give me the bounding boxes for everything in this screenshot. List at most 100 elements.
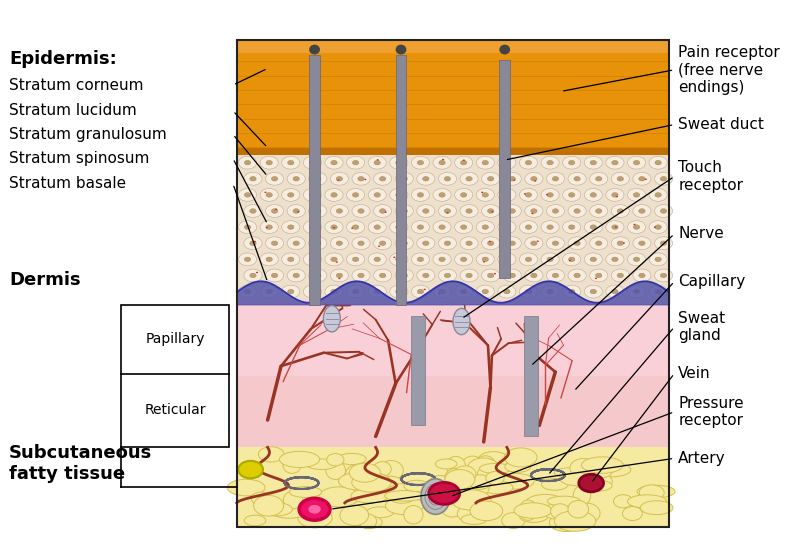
Text: Stratum corneum: Stratum corneum: [9, 78, 144, 92]
Circle shape: [649, 221, 667, 234]
Circle shape: [444, 241, 450, 245]
Circle shape: [504, 289, 510, 294]
Circle shape: [238, 461, 263, 478]
Ellipse shape: [340, 505, 369, 526]
Circle shape: [615, 227, 617, 228]
Circle shape: [590, 172, 608, 185]
Circle shape: [417, 269, 435, 282]
Circle shape: [503, 237, 522, 250]
Circle shape: [655, 257, 662, 262]
Circle shape: [627, 189, 646, 201]
Circle shape: [498, 156, 516, 169]
Circle shape: [446, 212, 449, 213]
Circle shape: [454, 285, 473, 298]
Ellipse shape: [227, 479, 265, 496]
Circle shape: [638, 241, 645, 245]
Circle shape: [244, 269, 262, 282]
Ellipse shape: [622, 507, 642, 520]
Circle shape: [483, 261, 485, 262]
Circle shape: [504, 257, 510, 262]
Circle shape: [260, 189, 278, 201]
Circle shape: [438, 293, 440, 294]
Ellipse shape: [505, 461, 530, 472]
Circle shape: [541, 285, 559, 298]
Circle shape: [266, 289, 272, 294]
Circle shape: [491, 211, 494, 212]
Circle shape: [353, 257, 358, 262]
Circle shape: [346, 189, 365, 201]
Circle shape: [494, 273, 496, 274]
Ellipse shape: [502, 513, 525, 529]
Circle shape: [649, 253, 667, 266]
Circle shape: [590, 289, 597, 294]
Circle shape: [318, 275, 321, 277]
Ellipse shape: [244, 515, 266, 526]
Circle shape: [546, 194, 548, 195]
Circle shape: [238, 189, 257, 201]
Ellipse shape: [581, 480, 612, 491]
Circle shape: [498, 253, 516, 266]
Circle shape: [476, 221, 494, 234]
Circle shape: [374, 192, 380, 197]
Circle shape: [439, 257, 446, 262]
Circle shape: [537, 240, 539, 242]
Circle shape: [584, 285, 602, 298]
Ellipse shape: [469, 475, 491, 490]
Circle shape: [418, 161, 424, 165]
Circle shape: [390, 156, 408, 169]
Ellipse shape: [627, 495, 666, 508]
Circle shape: [590, 237, 608, 250]
Circle shape: [444, 273, 450, 278]
Ellipse shape: [639, 485, 664, 501]
Circle shape: [546, 172, 565, 185]
Ellipse shape: [453, 309, 470, 334]
Circle shape: [299, 498, 330, 520]
Circle shape: [358, 209, 364, 213]
Circle shape: [396, 257, 402, 262]
Circle shape: [552, 209, 558, 213]
Circle shape: [310, 225, 315, 229]
Ellipse shape: [591, 463, 631, 477]
Circle shape: [461, 225, 467, 229]
Circle shape: [638, 177, 645, 181]
Ellipse shape: [323, 306, 340, 332]
Circle shape: [271, 273, 278, 278]
Circle shape: [308, 505, 321, 514]
Circle shape: [282, 156, 300, 169]
Ellipse shape: [338, 472, 379, 490]
Ellipse shape: [446, 456, 466, 475]
Circle shape: [617, 209, 623, 213]
Circle shape: [460, 269, 478, 282]
Circle shape: [606, 253, 624, 266]
Circle shape: [374, 205, 392, 217]
Circle shape: [275, 208, 278, 210]
Circle shape: [466, 209, 472, 213]
Ellipse shape: [497, 474, 534, 489]
Ellipse shape: [309, 45, 320, 54]
Circle shape: [266, 172, 284, 185]
Circle shape: [541, 189, 559, 201]
Circle shape: [633, 172, 651, 185]
Circle shape: [531, 213, 534, 214]
Circle shape: [482, 237, 500, 250]
Circle shape: [568, 269, 586, 282]
Circle shape: [353, 192, 358, 197]
Text: Artery: Artery: [678, 451, 726, 466]
Circle shape: [444, 177, 450, 181]
Bar: [309, 55, 320, 305]
Circle shape: [584, 253, 602, 266]
Circle shape: [379, 241, 386, 245]
Circle shape: [325, 156, 343, 169]
Circle shape: [547, 257, 554, 262]
Circle shape: [238, 221, 257, 234]
Circle shape: [394, 256, 395, 258]
Circle shape: [331, 225, 337, 229]
Circle shape: [530, 273, 537, 278]
Ellipse shape: [461, 514, 487, 524]
Circle shape: [655, 161, 662, 165]
Ellipse shape: [358, 516, 382, 529]
Circle shape: [552, 273, 558, 278]
Ellipse shape: [385, 491, 425, 501]
Circle shape: [336, 273, 342, 278]
Circle shape: [331, 192, 337, 197]
